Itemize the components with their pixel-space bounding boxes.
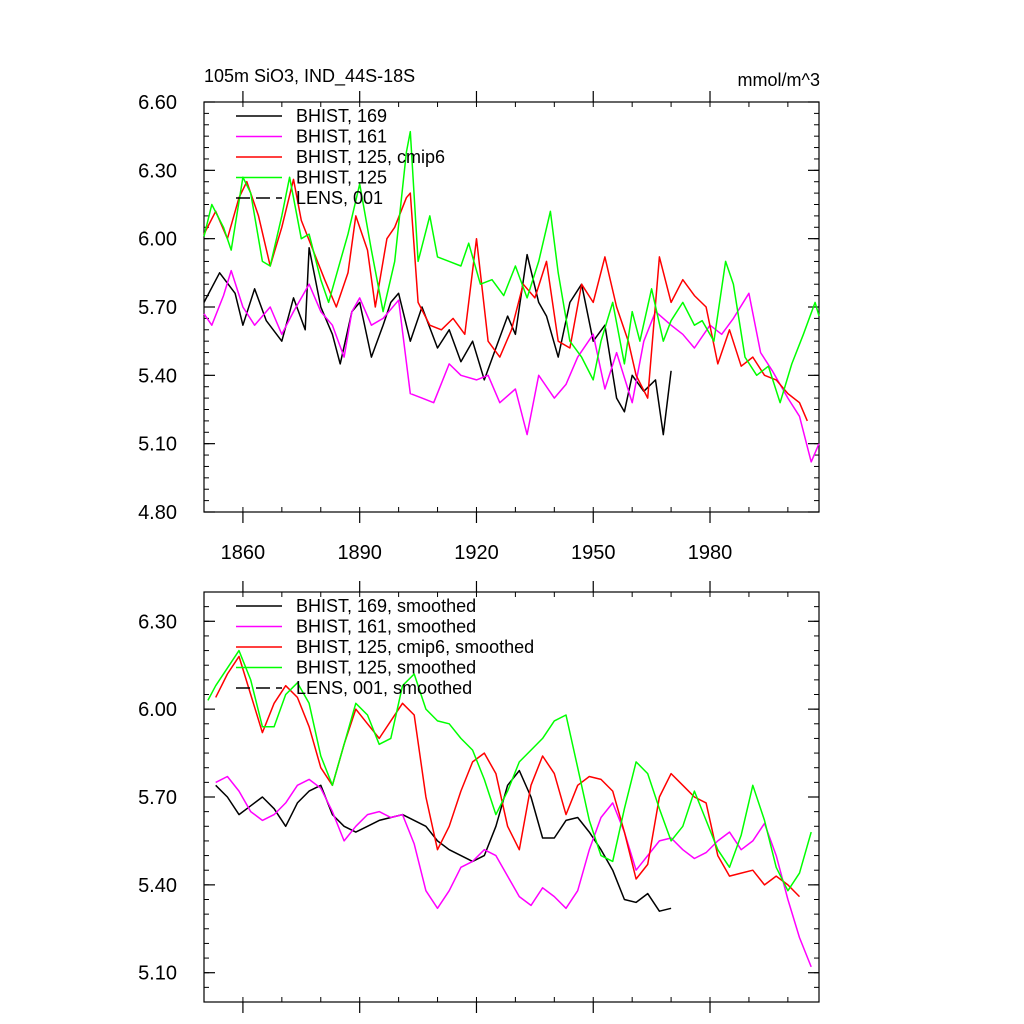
legend-label: BHIST, 169 bbox=[296, 106, 387, 126]
x-tick-label: 1950 bbox=[571, 542, 616, 564]
y-tick-label: 5.10 bbox=[138, 963, 177, 985]
legend-label: LENS, 001, smoothed bbox=[296, 678, 472, 698]
y-tick-label: 6.30 bbox=[138, 160, 177, 182]
series-line-bhist-161-smoothed bbox=[215, 775, 812, 968]
legend-label: BHIST, 125, cmip6, smoothed bbox=[296, 637, 534, 657]
legend-label: BHIST, 161 bbox=[296, 127, 387, 147]
legend-label: BHIST, 169, smoothed bbox=[296, 596, 476, 616]
series-line-bhist-169 bbox=[203, 247, 672, 436]
bottom-panel: 5.10 5.40 5.70 6.00 6.30 BHIST, 169, smoothed… bbox=[138, 581, 820, 1013]
y-tick-label: 6.00 bbox=[138, 229, 177, 251]
y-tick-label: 4.80 bbox=[138, 502, 177, 524]
y-tick-label: 5.40 bbox=[138, 875, 177, 897]
y-tick-label: 6.30 bbox=[138, 611, 177, 633]
legend-label: LENS, 001 bbox=[296, 188, 383, 208]
y-tick-label: 5.70 bbox=[138, 787, 177, 809]
y-tick-label: 6.60 bbox=[138, 92, 177, 114]
top-panel: 4.80 5.10 5.40 5.70 6.00 6.30 6.60 1860 1890 1920… bbox=[138, 91, 820, 564]
y-tick-label: 5.40 bbox=[138, 365, 177, 387]
x-tick-label: 1860 bbox=[221, 542, 266, 564]
series-line-bhist-125-cmip6-smoothed bbox=[215, 655, 801, 898]
y-tick-label: 5.10 bbox=[138, 434, 177, 456]
figure-title-right: mmol/m^3 bbox=[738, 70, 820, 90]
legend-label: BHIST, 125, cmip6 bbox=[296, 147, 445, 167]
legend-label: BHIST, 125, smoothed bbox=[296, 658, 476, 678]
series-line-bhist-125-cmip6 bbox=[203, 178, 808, 422]
series-line-bhist-169-smoothed bbox=[215, 769, 672, 912]
figure-title-left: 105m SiO3, IND_44S-18S bbox=[204, 66, 415, 87]
y-tick-label: 5.70 bbox=[138, 297, 177, 319]
series-line-bhist-125 bbox=[203, 130, 820, 404]
x-tick-label: 1920 bbox=[454, 542, 499, 564]
legend-label: BHIST, 161, smoothed bbox=[296, 617, 476, 637]
y-tick-label: 6.00 bbox=[138, 699, 177, 721]
series-line-bhist-161 bbox=[203, 269, 820, 463]
x-tick-label: 1980 bbox=[688, 542, 733, 564]
legend-label: BHIST, 125 bbox=[296, 168, 387, 188]
x-tick-label: 1890 bbox=[337, 542, 382, 564]
series-line-bhist-125-smoothed bbox=[207, 649, 812, 892]
